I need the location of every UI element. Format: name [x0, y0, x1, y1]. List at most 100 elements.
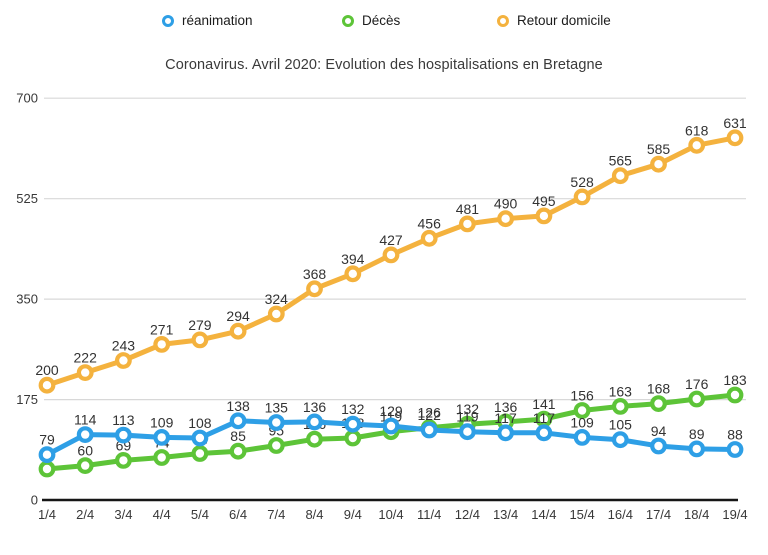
data-label-reanimation: 138	[226, 398, 250, 414]
data-point-deces-15/4	[573, 402, 591, 419]
y-axis-tick-label: 0	[31, 493, 38, 508]
x-axis-tick-label: 8/4	[305, 507, 323, 522]
data-point-deces-5/4	[191, 445, 209, 462]
x-axis-tick-label: 11/4	[417, 507, 441, 522]
data-point-reanimation-10/4	[382, 417, 400, 435]
data-point-retour-domicile-6/4	[229, 322, 247, 340]
data-label-retour-domicile: 585	[647, 141, 671, 157]
data-point-deces-16/4	[611, 398, 629, 415]
legend: réanimation Décès Retour domicile	[0, 13, 768, 33]
x-axis-tick-label: 14/4	[531, 507, 556, 522]
x-axis-tick-label: 7/4	[267, 507, 285, 522]
data-label-reanimation: 129	[379, 403, 403, 419]
x-axis-tick-label: 4/4	[153, 507, 171, 522]
chart-title: Coronavirus. Avril 2020: Evolution des h…	[165, 57, 603, 73]
data-label-retour-domicile: 427	[379, 232, 403, 248]
data-point-deces-18/4	[688, 390, 706, 408]
x-axis-tick-label: 1/4	[38, 507, 56, 522]
data-point-reanimation-19/4	[726, 441, 744, 458]
data-point-deces-4/4	[153, 449, 171, 466]
data-label-reanimation: 117	[494, 410, 517, 426]
data-point-retour-domicile-16/4	[611, 167, 629, 185]
data-label-reanimation: 132	[341, 401, 365, 417]
data-label-reanimation: 88	[727, 427, 743, 443]
legend-item-reanimation[interactable]: réanimation	[162, 13, 253, 28]
x-axis-tick-label: 19/4	[722, 507, 747, 522]
legend-marker-reanimation-icon	[162, 14, 174, 27]
data-point-retour-domicile-2/4	[76, 364, 94, 382]
data-point-retour-domicile-15/4	[573, 188, 591, 206]
data-point-retour-domicile-4/4	[153, 336, 171, 353]
y-axis-tick-label: 525	[16, 191, 38, 206]
data-label-deces: 126	[418, 405, 442, 421]
data-label-reanimation: 79	[39, 432, 55, 448]
data-label-reanimation: 108	[188, 415, 212, 431]
data-point-retour-domicile-9/4	[344, 265, 362, 283]
x-axis-tick-label: 13/4	[493, 507, 518, 522]
x-axis-tick-label: 17/4	[646, 507, 671, 522]
data-point-reanimation-13/4	[497, 424, 515, 442]
legend-marker-deces-icon	[342, 14, 354, 27]
data-point-retour-domicile-13/4	[497, 210, 515, 228]
x-axis-tick-label: 18/4	[684, 507, 709, 522]
data-label-retour-domicile: 495	[532, 193, 556, 209]
data-label-reanimation: 136	[303, 399, 327, 415]
data-label-deces: 156	[570, 388, 594, 404]
data-label-retour-domicile: 631	[723, 115, 747, 131]
data-point-deces-7/4	[267, 437, 285, 454]
data-label-retour-domicile: 279	[188, 317, 212, 333]
data-point-reanimation-14/4	[535, 424, 553, 442]
data-point-reanimation-5/4	[191, 429, 209, 447]
data-label-reanimation: 117	[533, 410, 556, 426]
data-point-retour-domicile-14/4	[535, 207, 553, 225]
y-axis-tick-label: 700	[16, 91, 38, 106]
data-label-retour-domicile: 490	[494, 196, 518, 212]
data-label-retour-domicile: 200	[35, 362, 59, 378]
data-label-retour-domicile: 271	[150, 321, 174, 337]
data-label-retour-domicile: 294	[226, 308, 250, 324]
data-point-retour-domicile-19/4	[726, 129, 744, 147]
data-label-deces: 85	[230, 428, 246, 444]
legend-label-deces: Décès	[362, 13, 401, 28]
data-point-deces-19/4	[726, 386, 744, 404]
data-point-reanimation-17/4	[650, 437, 667, 455]
data-label-deces: 60	[77, 443, 93, 459]
data-point-deces-1/4	[38, 460, 56, 478]
x-axis-tick-label: 10/4	[378, 507, 403, 522]
x-axis-tick-label: 12/4	[455, 507, 480, 522]
data-label-reanimation: 135	[265, 400, 289, 416]
data-label-deces: 183	[723, 372, 747, 388]
data-label-reanimation: 94	[651, 423, 667, 439]
data-point-retour-domicile-1/4	[38, 376, 56, 394]
legend-item-deces[interactable]: Décès	[342, 13, 400, 28]
data-point-retour-domicile-10/4	[382, 246, 400, 264]
data-point-reanimation-8/4	[306, 413, 323, 431]
data-point-reanimation-4/4	[153, 429, 171, 446]
data-point-retour-domicile-11/4	[420, 229, 438, 247]
legend-label-retour-domicile: Retour domicile	[517, 13, 611, 28]
data-label-retour-domicile: 618	[685, 122, 709, 138]
data-point-reanimation-2/4	[76, 426, 94, 444]
data-point-reanimation-18/4	[688, 440, 706, 458]
data-label-reanimation: 119	[456, 409, 479, 425]
data-label-reanimation: 114	[74, 412, 97, 428]
data-point-deces-6/4	[229, 442, 247, 460]
data-label-deces: 132	[456, 401, 480, 417]
y-axis-tick-label: 175	[16, 392, 38, 407]
data-label-reanimation: 109	[150, 414, 174, 430]
data-label-deces: 136	[494, 399, 518, 415]
data-point-retour-domicile-8/4	[306, 280, 323, 298]
data-point-deces-9/4	[344, 429, 362, 447]
x-axis-tick-label: 6/4	[229, 507, 247, 522]
data-point-reanimation-7/4	[267, 414, 285, 431]
data-label-deces: 141	[532, 396, 556, 412]
data-label-retour-domicile: 243	[112, 338, 136, 354]
data-label-retour-domicile: 222	[74, 350, 98, 366]
data-label-reanimation: 89	[689, 426, 705, 442]
data-point-reanimation-3/4	[114, 426, 132, 444]
legend-item-retour-domicile[interactable]: Retour domicile	[497, 13, 611, 28]
data-point-deces-2/4	[76, 457, 94, 475]
data-label-deces: 176	[685, 376, 709, 392]
